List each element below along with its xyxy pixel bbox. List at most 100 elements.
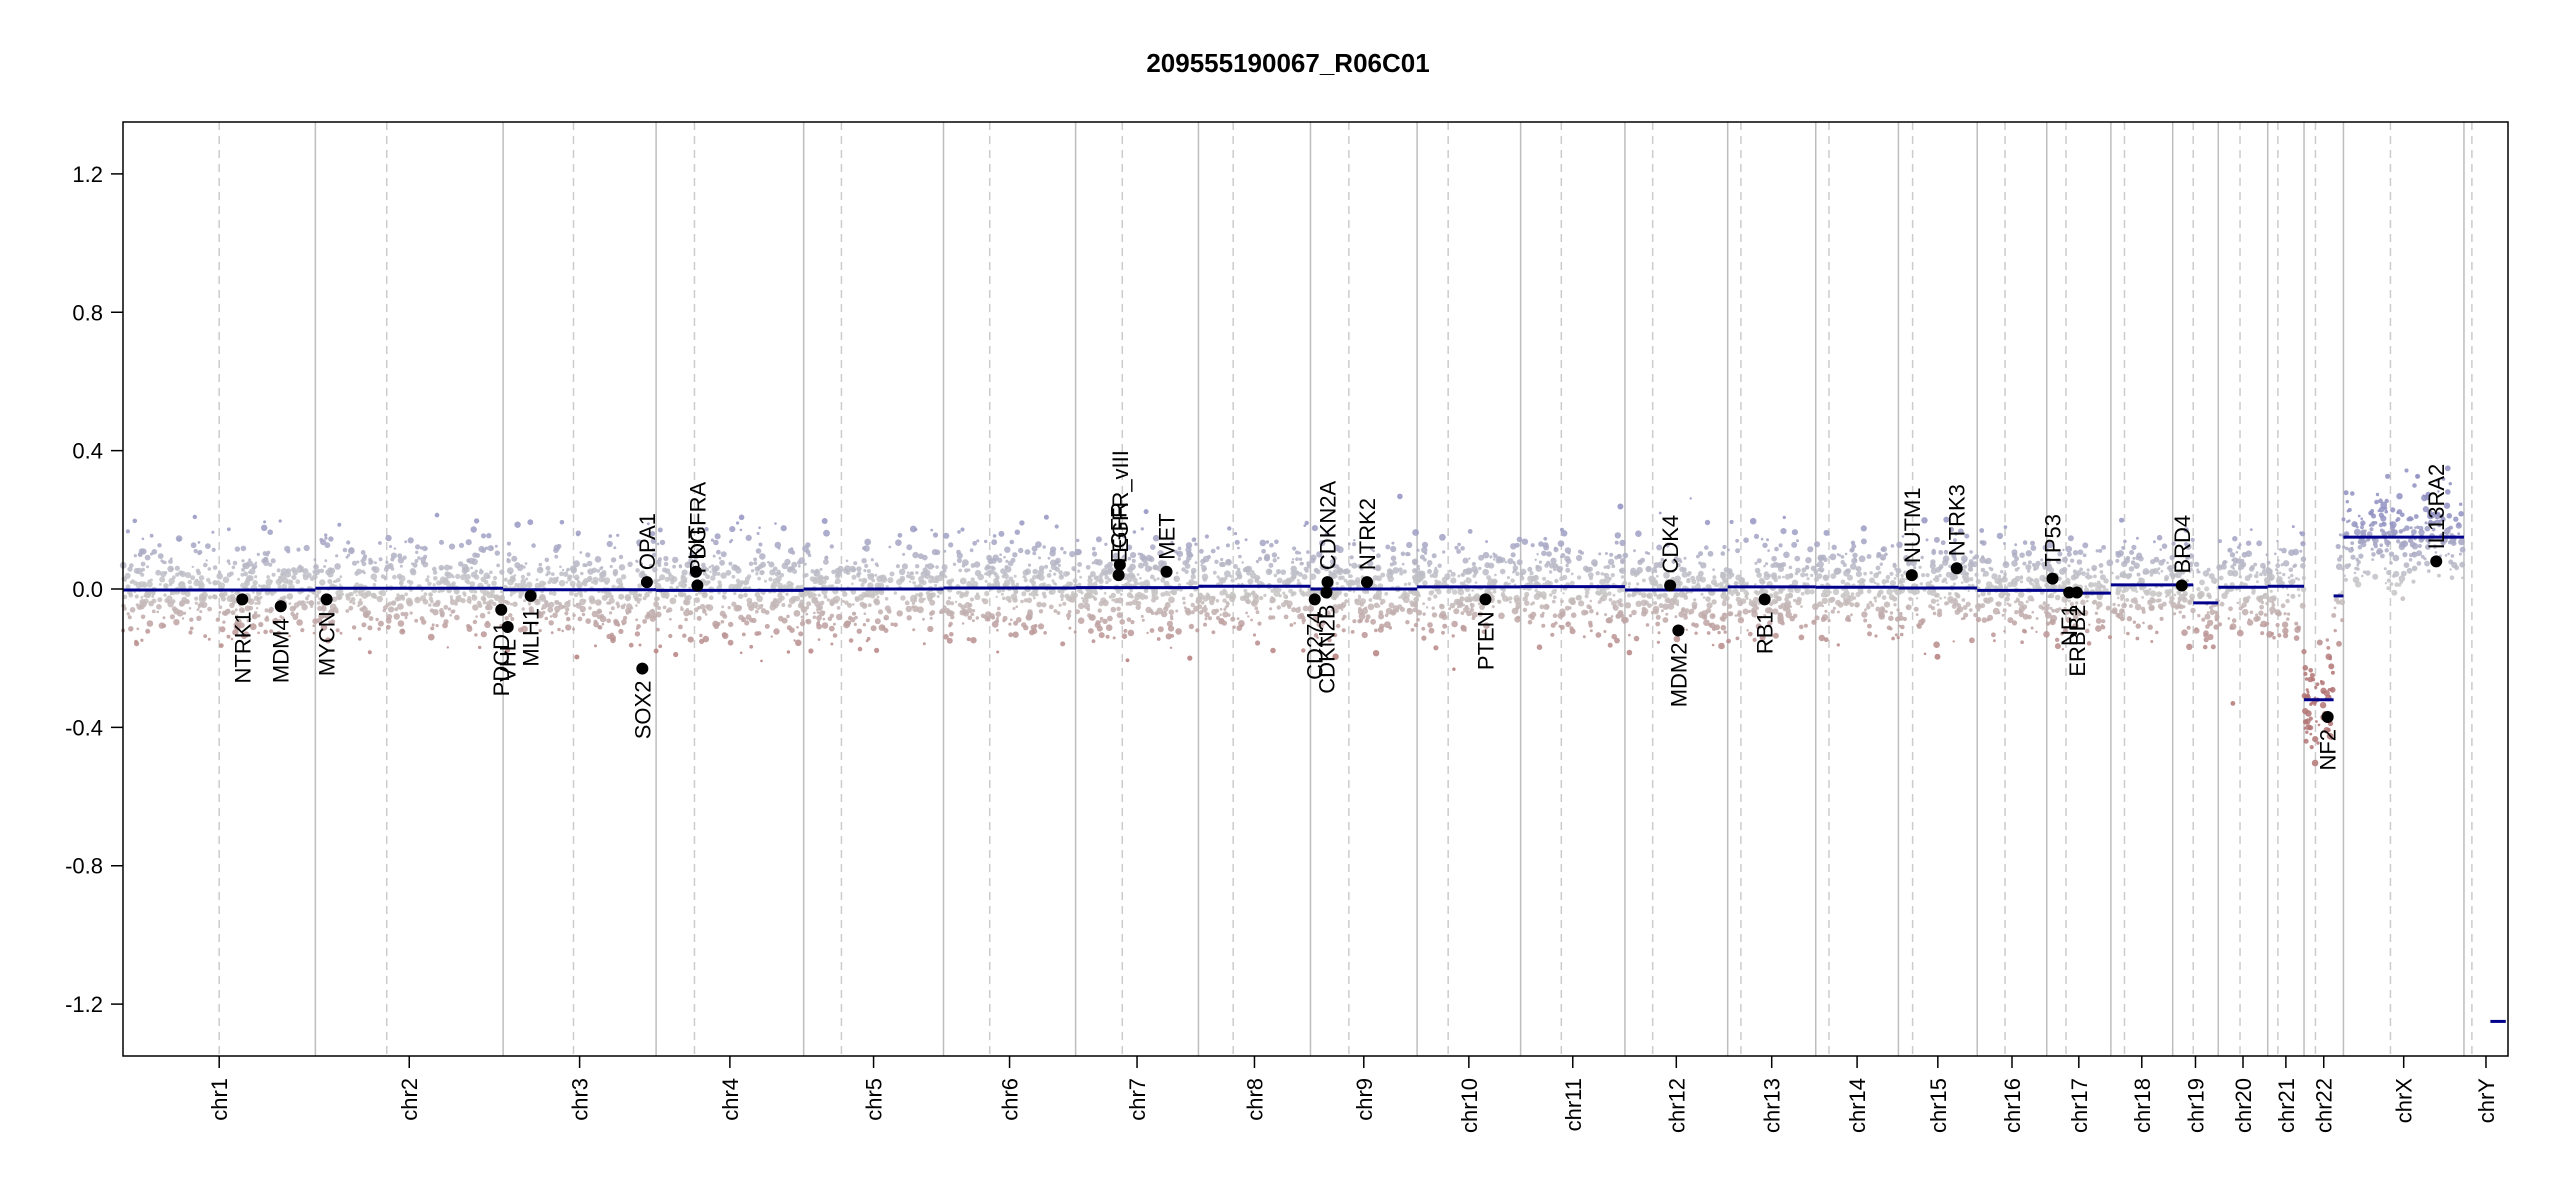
probe-point	[256, 596, 261, 602]
probe-point	[163, 583, 169, 589]
probe-point	[902, 552, 906, 556]
probe-point	[1549, 593, 1553, 597]
probe-point	[432, 583, 436, 587]
probe-point	[1674, 615, 1678, 619]
probe-point	[996, 650, 1000, 654]
probe-point	[706, 604, 714, 611]
probe-point	[593, 580, 599, 585]
probe-point	[874, 573, 878, 577]
probe-point	[1580, 551, 1584, 555]
probe-point	[1107, 566, 1114, 574]
probe-point	[1933, 536, 1940, 543]
probe-point	[136, 567, 143, 575]
probe-point	[369, 559, 374, 565]
probe-point	[852, 612, 856, 616]
probe-point	[454, 598, 459, 603]
probe-point	[1620, 557, 1626, 564]
probe-point	[1265, 568, 1273, 576]
probe-point	[2114, 610, 2118, 614]
probe-point	[181, 617, 185, 620]
probe-point	[954, 600, 958, 604]
probe-point	[1298, 572, 1303, 577]
probe-point	[249, 617, 252, 621]
probe-point	[1220, 561, 1226, 568]
probe-point	[136, 604, 143, 610]
probe-point	[1250, 591, 1255, 596]
probe-point	[1225, 593, 1231, 599]
probe-point	[2288, 549, 2295, 556]
probe-point	[2042, 601, 2047, 606]
probe-point	[668, 633, 673, 639]
probe-point	[527, 601, 532, 606]
probe-point	[278, 519, 282, 523]
probe-point	[534, 598, 541, 606]
probe-point	[807, 591, 811, 595]
probe-point	[2186, 643, 2193, 650]
probe-point	[1538, 541, 1544, 547]
probe-point	[1720, 573, 1726, 579]
probe-point	[1112, 636, 1116, 640]
probe-point	[830, 642, 834, 646]
probe-point	[143, 594, 147, 598]
probe-point	[1969, 577, 1974, 582]
probe-point	[669, 617, 672, 621]
probe-point	[1431, 612, 1438, 618]
probe-point	[1281, 602, 1287, 608]
probe-point	[573, 574, 580, 581]
probe-point	[2336, 640, 2342, 647]
probe-point	[1062, 601, 1067, 606]
probe-point	[201, 596, 207, 602]
probe-point	[1049, 588, 1056, 595]
probe-point	[939, 610, 943, 614]
probe-point	[351, 560, 358, 566]
probe-point	[1604, 552, 1608, 555]
probe-point	[136, 627, 140, 631]
probe-point	[567, 574, 573, 580]
probe-point	[1867, 623, 1872, 629]
probe-point	[1137, 552, 1141, 556]
probe-point	[2149, 573, 2154, 577]
probe-point	[662, 605, 667, 610]
probe-point	[972, 540, 978, 546]
probe-point	[1533, 593, 1541, 600]
probe-point	[1824, 609, 1828, 613]
probe-point	[1131, 558, 1136, 563]
probe-point	[1092, 551, 1098, 557]
probe-point	[995, 577, 999, 581]
probe-point	[281, 583, 288, 590]
probe-point	[1756, 572, 1762, 578]
probe-point	[163, 560, 167, 565]
probe-point	[787, 603, 792, 608]
probe-point	[1412, 529, 1419, 536]
probe-point	[2030, 626, 2034, 630]
probe-point	[420, 560, 425, 565]
probe-point	[1860, 538, 1867, 545]
probe-point	[1459, 596, 1464, 601]
probe-point	[638, 571, 646, 579]
probe-point	[1562, 574, 1568, 581]
probe-point	[587, 568, 594, 575]
probe-point	[1780, 528, 1787, 535]
probe-point	[1612, 604, 1619, 611]
probe-point	[1509, 600, 1512, 604]
probe-point	[465, 539, 472, 546]
probe-point	[720, 551, 727, 558]
probe-point	[960, 527, 965, 532]
probe-point	[1152, 534, 1160, 542]
probe-point	[2019, 575, 2023, 579]
probe-point	[426, 575, 430, 579]
probe-point	[1778, 588, 1784, 595]
probe-point	[184, 599, 190, 604]
probe-point	[1709, 613, 1716, 620]
probe-point	[861, 558, 867, 564]
probe-point	[577, 584, 582, 589]
probe-point	[1969, 608, 1973, 612]
probe-point	[1230, 578, 1235, 583]
probe-point	[1482, 568, 1489, 576]
probe-point	[852, 603, 855, 606]
probe-point	[1996, 532, 2004, 540]
probe-point	[306, 601, 309, 604]
probe-point	[2331, 613, 2337, 618]
probe-point	[1678, 591, 1685, 598]
probe-point	[1460, 611, 1465, 615]
